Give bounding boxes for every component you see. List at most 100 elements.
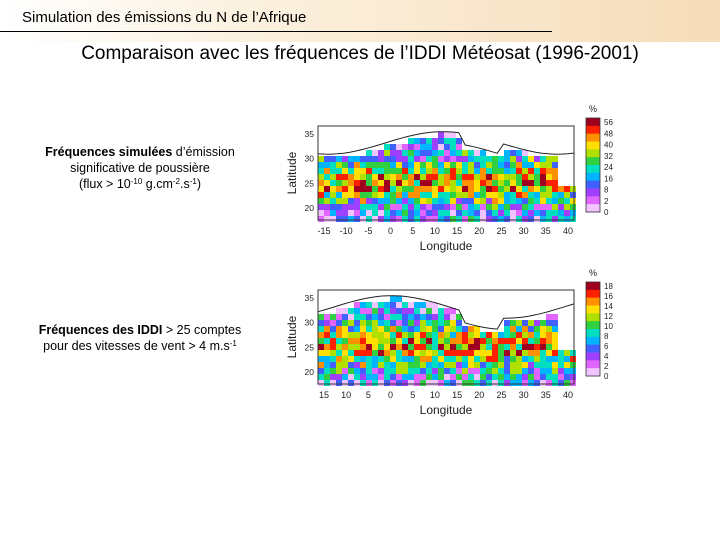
map-cell <box>492 174 498 180</box>
map-cell <box>540 326 546 332</box>
map-cell <box>486 180 492 186</box>
map-cell <box>510 326 516 332</box>
map-cell <box>492 338 498 344</box>
map-cell <box>438 198 444 204</box>
map-cell <box>420 168 426 174</box>
map-cell <box>516 192 522 198</box>
map-cell <box>348 156 354 162</box>
map-cell <box>462 338 468 344</box>
map-cell <box>330 344 336 350</box>
map-cell <box>414 168 420 174</box>
map-cell <box>522 216 528 222</box>
map-cell <box>438 356 444 362</box>
map-cell <box>444 168 450 174</box>
map-cell <box>486 380 492 386</box>
map-cell <box>474 162 480 168</box>
map-cell <box>450 332 456 338</box>
map-cell <box>540 186 546 192</box>
map-cell <box>402 308 408 314</box>
map-cell <box>438 344 444 350</box>
map-cell <box>534 162 540 168</box>
map-cell <box>420 162 426 168</box>
map-cell <box>426 210 432 216</box>
map-cell <box>468 174 474 180</box>
map-cell <box>540 338 546 344</box>
map-cell <box>408 302 414 308</box>
map-cell <box>348 344 354 350</box>
map-cell <box>408 210 414 216</box>
map-cell <box>384 302 390 308</box>
map-cell <box>318 180 324 186</box>
map-cell <box>360 356 366 362</box>
map-cell <box>354 216 360 222</box>
map-cell <box>522 210 528 216</box>
map-cell <box>546 168 552 174</box>
map-cell <box>420 374 426 380</box>
map-cell <box>492 180 498 186</box>
map-cell <box>522 156 528 162</box>
map-cell <box>336 174 342 180</box>
map-cell <box>504 380 510 386</box>
map-cell <box>396 344 402 350</box>
map-cell <box>342 368 348 374</box>
map-cell <box>528 368 534 374</box>
map-cell <box>438 180 444 186</box>
map-cell <box>354 350 360 356</box>
map-cell <box>360 326 366 332</box>
map-cell <box>330 204 336 210</box>
map-cell <box>498 198 504 204</box>
x-tick-label: 35 <box>541 226 551 236</box>
map-cell <box>420 356 426 362</box>
map-cell <box>402 168 408 174</box>
map-cell <box>570 374 576 380</box>
map-cell <box>360 302 366 308</box>
map-cell <box>516 150 522 156</box>
map-cell <box>318 168 324 174</box>
map-cell <box>336 362 342 368</box>
map-cell <box>396 216 402 222</box>
map-cell <box>426 168 432 174</box>
map-cell <box>498 180 504 186</box>
map-cell <box>486 156 492 162</box>
map-cell <box>558 210 564 216</box>
map-cell <box>408 162 414 168</box>
map-cell <box>510 338 516 344</box>
map-cell <box>468 168 474 174</box>
map-cell <box>384 198 390 204</box>
map-cell <box>330 210 336 216</box>
map-cell <box>522 368 528 374</box>
map-cell <box>366 356 372 362</box>
map-cell <box>552 314 558 320</box>
map-cell <box>420 308 426 314</box>
colorbar-tick-label: 0 <box>604 208 609 217</box>
map-cell <box>534 186 540 192</box>
map-cell <box>426 302 432 308</box>
map-cell <box>474 344 480 350</box>
map-cell <box>462 180 468 186</box>
map-cell <box>468 332 474 338</box>
map-cell <box>372 192 378 198</box>
colorbar-segment <box>586 204 600 213</box>
map-cell <box>330 174 336 180</box>
map-cell <box>444 204 450 210</box>
map-cell <box>462 156 468 162</box>
map-cell <box>336 180 342 186</box>
map-cell <box>468 198 474 204</box>
map-cell <box>570 210 576 216</box>
map-cell <box>426 156 432 162</box>
map-cell <box>396 150 402 156</box>
colorbar-tick-label: 10 <box>604 322 613 331</box>
map-cell <box>384 156 390 162</box>
map-cell <box>384 314 390 320</box>
map-cell <box>402 302 408 308</box>
map-cell <box>396 204 402 210</box>
map-cell <box>348 338 354 344</box>
map-cell <box>342 168 348 174</box>
map-cell <box>462 186 468 192</box>
map-cell <box>486 350 492 356</box>
map-cell <box>468 344 474 350</box>
colorbar-segment <box>586 352 600 361</box>
map-cell <box>522 380 528 386</box>
x-tick-label: -10 <box>340 226 353 236</box>
x-tick-label: 5 <box>410 226 415 236</box>
